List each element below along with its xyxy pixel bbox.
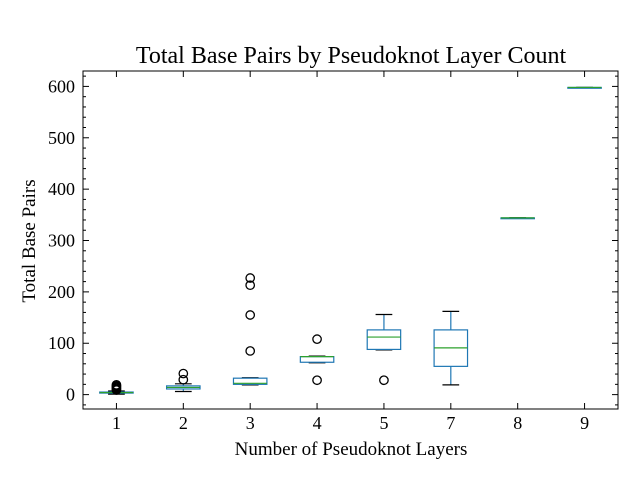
x-axis-label: Number of Pseudoknot Layers [235, 439, 468, 460]
x-tick-label: 1 [112, 413, 121, 433]
flier-point [245, 280, 256, 291]
flier-point [312, 334, 322, 344]
x-tick-label: 3 [246, 413, 255, 433]
x-tick-label: 2 [179, 413, 188, 433]
flier-point [245, 310, 256, 320]
y-axis-label: Total Base Pairs [19, 179, 40, 302]
flier-point [379, 375, 389, 386]
flier-point [312, 375, 322, 386]
x-tick-label: 7 [446, 413, 455, 433]
chart-title: Total Base Pairs by Pseudoknot Layer Cou… [136, 43, 567, 69]
flier-point [245, 346, 256, 356]
box-group-7 [433, 310, 469, 386]
boxes [99, 86, 602, 395]
flier-point [178, 374, 189, 385]
box [366, 329, 402, 351]
box-group-3 [232, 273, 268, 386]
flier-point [111, 380, 122, 390]
box-group-8 [500, 217, 536, 220]
box [232, 377, 268, 385]
box-group-9 [567, 86, 602, 89]
box-group-1 [99, 380, 134, 395]
x-tick-label: 5 [379, 413, 388, 433]
y-tick-label: 400 [48, 179, 75, 199]
ticks: 0 100 200 300 400 500 600 1 2 3 4 5 7 8 9 [48, 71, 618, 433]
x-tick-label: 8 [513, 413, 522, 433]
y-tick-label: 600 [48, 76, 75, 96]
box-group-5 [366, 313, 402, 386]
x-tick-label: 4 [313, 413, 322, 433]
y-tick-label: 200 [48, 282, 75, 302]
box-group-4 [299, 334, 335, 386]
plot-frame [82, 70, 619, 410]
y-tick-label: 100 [48, 333, 75, 353]
flier-point [245, 273, 256, 283]
y-tick-label: 500 [48, 128, 75, 148]
flier-point [178, 368, 189, 379]
y-tick-label: 300 [48, 231, 75, 251]
x-tick-label: 9 [580, 413, 589, 433]
box-group-2 [165, 368, 201, 393]
y-tick-label: 0 [66, 385, 75, 405]
box [299, 356, 335, 363]
